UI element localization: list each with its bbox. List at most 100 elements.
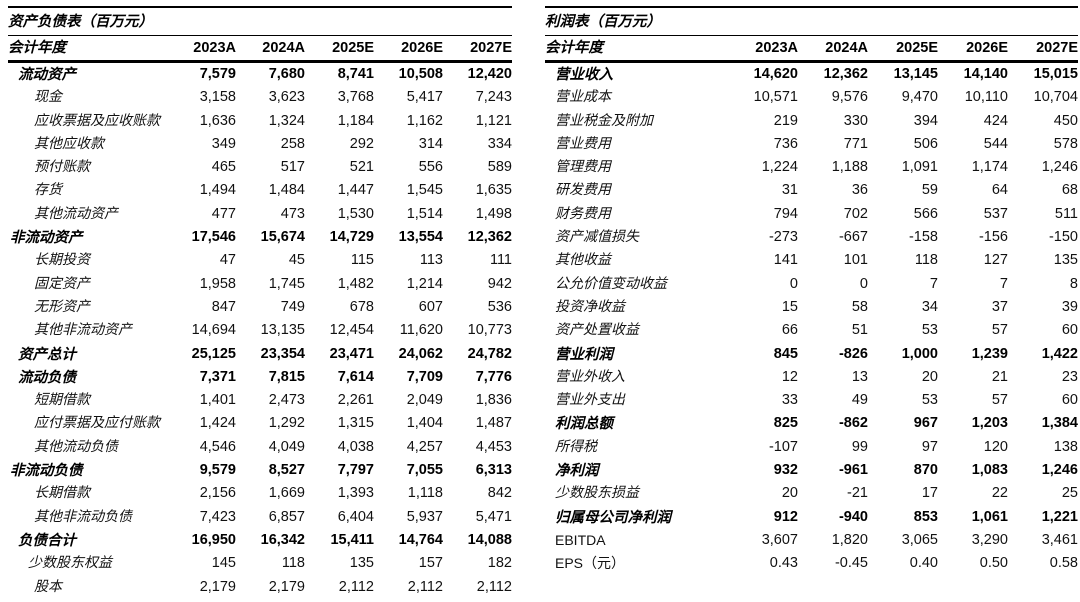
table-row: 应收票据及应收账款 1,636 1,324 1,184 1,162 1,121 [8, 110, 512, 133]
cell-value: 349 [211, 135, 236, 152]
cell-value: 556 [418, 159, 443, 176]
cell-value: 12,420 [467, 66, 512, 82]
cell-value: 12,362 [467, 229, 512, 246]
table-row: 资产减值损失 -273 -667 -158 -156 -150 [545, 226, 1078, 249]
cell-value: 12 [781, 368, 798, 385]
cell-value: 4,257 [406, 438, 443, 455]
table-row: 预付账款 465 517 521 556 589 [8, 156, 512, 179]
cell-value: 842 [487, 485, 512, 502]
cell-value: 115 [350, 252, 374, 269]
year-column-header: 2026E [401, 40, 443, 56]
cell-value: 145 [211, 555, 236, 572]
table-row: 净利润 932 -961 870 1,083 1,246 [545, 459, 1078, 482]
cell-value: 9,576 [831, 89, 868, 106]
cell-value: 57 [991, 322, 1008, 339]
cell-value: 1,745 [268, 275, 305, 292]
cell-value: 12,454 [329, 322, 374, 339]
cell-value: 0.40 [909, 555, 938, 572]
row-label: 营业收入 [555, 66, 613, 83]
cell-value: 15,411 [330, 531, 374, 548]
cell-value: 1,422 [1041, 345, 1078, 362]
row-label: 营业利润 [555, 345, 613, 363]
cell-value: 141 [773, 252, 798, 269]
cell-value: 1,447 [337, 182, 374, 199]
cell-value: 424 [983, 112, 1008, 129]
row-label: 预付账款 [34, 159, 90, 176]
cell-value: 23,471 [329, 345, 374, 362]
cell-value: 23,354 [260, 345, 305, 362]
cell-value: 2,473 [268, 392, 305, 409]
cell-value: 0.43 [769, 555, 798, 572]
cell-value: 1,292 [268, 415, 305, 432]
cell-value: 7,579 [199, 66, 236, 82]
cell-value: -150 [1048, 229, 1078, 246]
cell-value: 0.50 [979, 555, 1008, 572]
income-statement-table: 利润表（百万元） 会计年度 2023A 2024A 2025E 2026E 2027E … [545, 6, 1078, 576]
row-label: 利润总额 [555, 415, 613, 433]
cell-value: 314 [418, 135, 443, 152]
table-row: 利润总额 825 -862 967 1,203 1,384 [545, 412, 1078, 435]
cell-value: 53 [921, 392, 938, 409]
cell-value: 912 [773, 508, 798, 525]
cell-value: 5,417 [406, 89, 443, 106]
year-column-header: 2025E [896, 40, 938, 56]
cell-value: 3,607 [761, 531, 798, 548]
row-label: 应付票据及应付账款 [34, 415, 160, 432]
cell-value: -961 [838, 462, 868, 479]
cell-value: -156 [978, 229, 1008, 246]
balance-sheet-body: 流动资产 7,579 7,680 8,741 10,508 12,420 现金 3,158 3,… [8, 63, 512, 599]
cell-value: 7 [929, 275, 938, 292]
cell-value: 1,636 [199, 112, 236, 129]
row-label: 无形资产 [34, 298, 90, 315]
fiscal-year-label: 会计年度 [8, 39, 66, 56]
cell-value: 1,530 [337, 205, 374, 222]
cell-value: 17 [921, 485, 938, 502]
cell-value: 6,404 [337, 508, 374, 525]
row-label: EPS（元） [555, 555, 626, 572]
cell-value: 7,680 [268, 66, 305, 82]
row-label: 其他流动资产 [34, 205, 118, 222]
cell-value: 7,243 [475, 89, 512, 106]
cell-value: 1,384 [1041, 415, 1078, 432]
cell-value: -940 [838, 508, 868, 525]
cell-value: 1,820 [831, 531, 868, 548]
row-label: 营业税金及附加 [555, 112, 653, 129]
cell-value: 3,065 [901, 531, 938, 548]
row-label: 短期借款 [34, 392, 90, 409]
cell-value: 25,125 [191, 345, 236, 362]
cell-value: 702 [843, 205, 868, 222]
cell-value: 24,062 [398, 345, 443, 362]
table-row: 无形资产 847 749 678 607 536 [8, 296, 512, 319]
balance-sheet-table: 资产负债表（百万元） 会计年度 2023A 2024A 2025E 2026E 2027… [8, 6, 512, 599]
cell-value: 4,049 [268, 438, 305, 455]
cell-value: 13,145 [893, 66, 938, 82]
cell-value: 1,487 [475, 415, 512, 432]
cell-value: 465 [211, 159, 236, 176]
cell-value: 99 [851, 438, 868, 455]
cell-value: 7,055 [406, 462, 443, 479]
table-row: 公允价值变动收益 0 0 7 7 8 [545, 273, 1078, 296]
row-label: 营业成本 [555, 89, 611, 106]
cell-value: 942 [487, 275, 512, 292]
cell-value: 1,514 [406, 205, 443, 222]
cell-value: 138 [1053, 438, 1078, 455]
cell-value: 8,741 [337, 66, 374, 82]
cell-value: 6,313 [475, 462, 512, 479]
cell-value: 6,857 [268, 508, 305, 525]
table-row: 营业费用 736 771 506 544 578 [545, 133, 1078, 156]
row-label: 长期投资 [34, 252, 90, 269]
row-label: 现金 [34, 89, 62, 106]
cell-value: 0.58 [1049, 555, 1078, 572]
cell-value: 7,776 [475, 368, 512, 385]
cell-value: 1,494 [199, 182, 236, 199]
cell-value: 678 [349, 298, 374, 315]
cell-value: 1,498 [475, 205, 512, 222]
cell-value: 34 [921, 298, 938, 315]
cell-value: 9,579 [199, 462, 236, 479]
table-row: 其他非流动资产 14,694 13,135 12,454 11,620 10,773 [8, 319, 512, 342]
cell-value: 2,049 [406, 392, 443, 409]
cell-value: 15,674 [260, 229, 305, 246]
cell-value: 25 [1061, 485, 1078, 502]
cell-value: 24,782 [467, 345, 512, 362]
cell-value: 11,620 [399, 322, 443, 339]
